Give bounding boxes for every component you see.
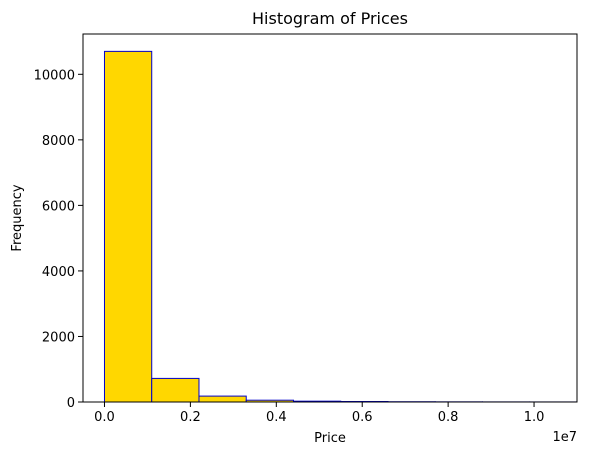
y-tick-label: 8000 [42,134,75,149]
bars-group [103,50,578,403]
histogram-bar-1 [151,377,200,403]
x-tick-label: 0.4 [266,410,287,425]
y-tick-label: 6000 [42,199,75,214]
x-tick-label: 0.0 [94,410,115,425]
histogram-bar-2 [198,395,247,403]
y-axis-label: Frequency [10,184,25,251]
y-tick-label: 2000 [42,330,75,345]
x-ticks-group: 0.0 0.2 0.4 0.6 0.8 1.0 [94,402,544,425]
y-tick-label: 0 [67,396,75,411]
x-axis-offset-label: 1e7 [552,430,577,445]
x-tick-label: 0.6 [352,410,373,425]
x-axis-label: Price [314,431,346,446]
x-tick-label: 0.2 [180,410,201,425]
x-tick-label: 1.0 [524,410,545,425]
y-tick-label: 10000 [34,68,75,83]
histogram-bar-0 [103,50,153,403]
x-tick-label: 0.8 [438,410,459,425]
y-ticks-group: 0 2000 4000 6000 8000 10000 [34,68,83,411]
y-tick-label: 4000 [42,265,75,280]
chart-title: Histogram of Prices [252,9,408,28]
plot-frame [82,33,578,403]
